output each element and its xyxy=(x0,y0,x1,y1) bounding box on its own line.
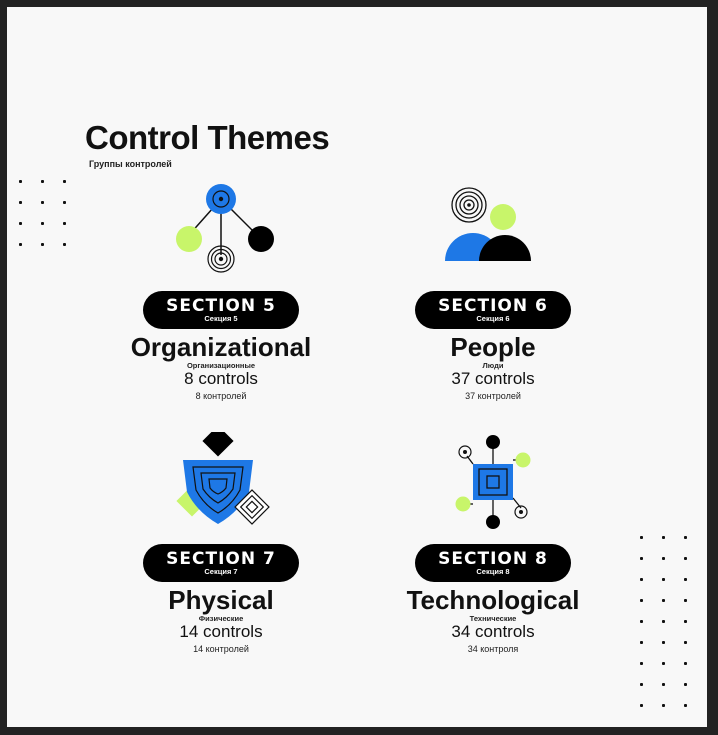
controls-count-ru: 8 контролей xyxy=(195,391,247,401)
decorative-dot xyxy=(41,201,44,204)
decorative-dot xyxy=(640,662,643,665)
decorative-dot xyxy=(684,662,687,665)
section-badge: SECTION 8 Секция 8 xyxy=(415,544,571,582)
section-label: SECTION 6 xyxy=(438,296,548,316)
controls-count: 8 controls xyxy=(184,369,258,388)
theme-name-ru: Физические xyxy=(198,614,244,623)
section-label: SECTION 7 xyxy=(166,549,276,569)
people-icon xyxy=(383,179,603,289)
controls-count-ru: 14 контролей xyxy=(193,644,249,654)
decorative-dot xyxy=(640,620,643,623)
decorative-dot xyxy=(662,641,665,644)
decorative-dot xyxy=(640,641,643,644)
section-card-people: SECTION 6 Секция 6 People Люди 37 contro… xyxy=(383,179,603,419)
page-title: Control Themes xyxy=(85,119,330,156)
theme-name: Organizational xyxy=(130,332,312,362)
controls-count-ru: 37 контролей xyxy=(465,391,521,401)
controls-count: 34 controls xyxy=(451,622,535,641)
decorative-dot xyxy=(684,578,687,581)
theme-name: Physical xyxy=(168,585,274,615)
decorative-dot xyxy=(640,683,643,686)
section-label-ru: Секция 5 xyxy=(204,314,238,323)
decorative-dot xyxy=(640,557,643,560)
slide-canvas: Control Themes Группы контролей SECTIO xyxy=(7,7,707,727)
section-card-organizational: SECTION 5 Секция 5 Organizational Органи… xyxy=(111,179,331,419)
decorative-dot xyxy=(662,683,665,686)
decorative-dot xyxy=(41,243,44,246)
decorative-dot xyxy=(684,599,687,602)
decorative-dot xyxy=(684,704,687,707)
shield-icon xyxy=(111,432,331,542)
section-label: SECTION 8 xyxy=(438,549,548,569)
decorative-dot xyxy=(640,704,643,707)
section-label-ru: Секция 8 xyxy=(476,567,510,576)
decorative-dot xyxy=(662,578,665,581)
theme-name-ru: Организационные xyxy=(186,361,256,370)
decorative-dot xyxy=(684,641,687,644)
section-badge: SECTION 7 Секция 7 xyxy=(143,544,299,582)
section-badge: SECTION 5 Секция 5 xyxy=(143,291,299,329)
decorative-dot xyxy=(684,536,687,539)
decorative-dot xyxy=(19,201,22,204)
decorative-dot xyxy=(640,578,643,581)
network-nodes-icon xyxy=(111,179,331,289)
decorative-dot xyxy=(19,243,22,246)
page-subtitle: Группы контролей xyxy=(89,159,172,169)
decorative-dot xyxy=(684,683,687,686)
theme-name: People xyxy=(450,332,536,362)
decorative-dot xyxy=(19,222,22,225)
controls-count-ru: 34 контроля xyxy=(467,644,519,654)
section-card-physical: SECTION 7 Секция 7 Physical Физические 1… xyxy=(111,432,331,672)
decorative-dot xyxy=(640,599,643,602)
section-badge: SECTION 6 Секция 6 xyxy=(415,291,571,329)
decorative-dot xyxy=(662,557,665,560)
decorative-dot xyxy=(41,222,44,225)
section-label: SECTION 5 xyxy=(166,296,276,316)
theme-name-ru: Люди xyxy=(482,361,504,370)
decorative-dot xyxy=(19,180,22,183)
section-label-ru: Секция 6 xyxy=(476,314,510,323)
section-label-ru: Секция 7 xyxy=(204,567,238,576)
decorative-dot xyxy=(63,222,66,225)
decorative-dot xyxy=(41,180,44,183)
controls-count: 14 controls xyxy=(179,622,263,641)
decorative-dot xyxy=(684,620,687,623)
section-card-technological: SECTION 8 Секция 8 Technological Техниче… xyxy=(383,432,603,672)
decorative-dot xyxy=(662,704,665,707)
decorative-dot xyxy=(63,243,66,246)
decorative-dot xyxy=(662,599,665,602)
decorative-dot xyxy=(662,662,665,665)
chip-icon xyxy=(383,432,603,542)
controls-count: 37 controls xyxy=(451,369,535,388)
theme-name-ru: Технические xyxy=(469,614,517,623)
decorative-dot xyxy=(662,536,665,539)
decorative-dot xyxy=(63,180,66,183)
decorative-dot xyxy=(662,620,665,623)
decorative-dot xyxy=(684,557,687,560)
decorative-dot xyxy=(640,536,643,539)
decorative-dot xyxy=(63,201,66,204)
theme-name: Technological xyxy=(406,585,580,615)
